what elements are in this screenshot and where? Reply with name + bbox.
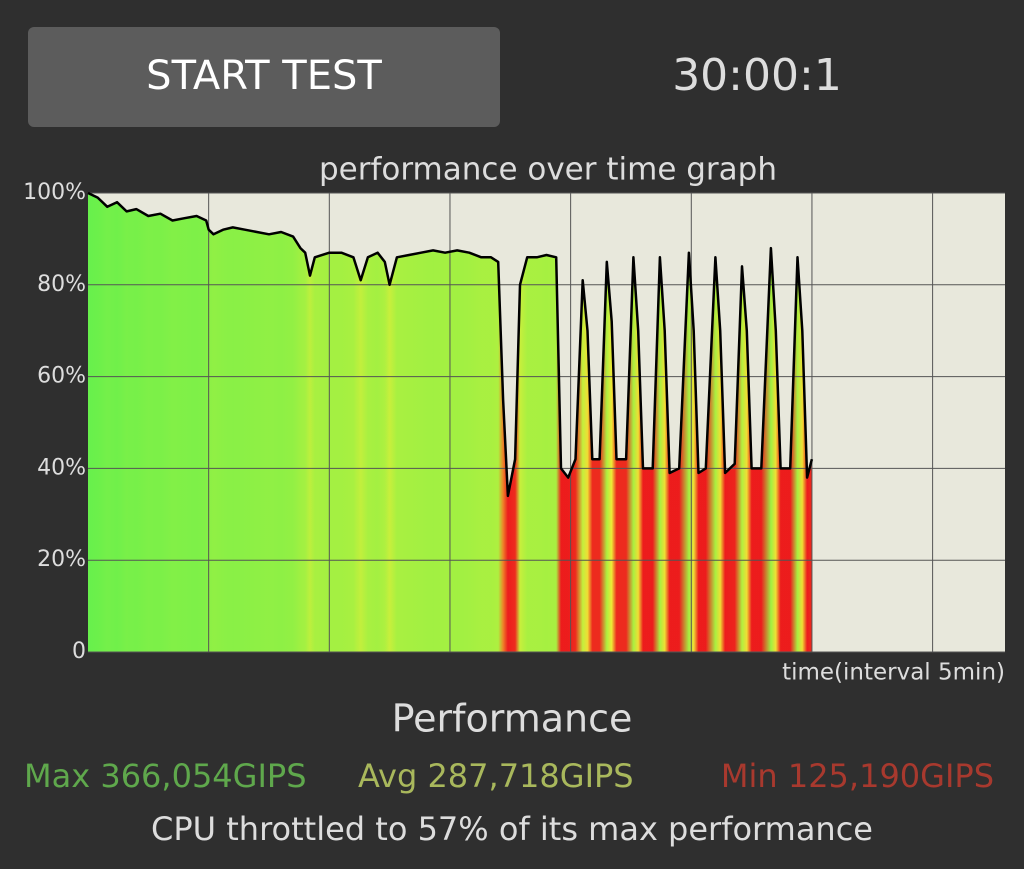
summary: CPU throttled to 57% of its max performa… [151, 810, 873, 848]
timer: 30:00:1 [672, 50, 842, 101]
performance-title: Performance [392, 697, 633, 741]
line [87, 191, 814, 498]
start-button[interactable] [28, 27, 500, 127]
y-tick-label: 20% [37, 547, 86, 572]
plot [87, 191, 1005, 653]
y-tick-label: 0 [72, 639, 86, 664]
avg-stat: Avg 287,718GIPS [358, 757, 634, 795]
x-axis-label: time(interval 5min) [782, 660, 1005, 686]
y-tick-label: 100% [23, 180, 86, 205]
y-tick-label: 60% [37, 364, 86, 389]
chart-title: performance over time graph [319, 152, 777, 188]
y-tick-label: 80% [37, 272, 86, 297]
y-tick-label: 40% [37, 455, 86, 480]
min-stat: Min 125,190GIPS [721, 757, 994, 795]
button-label[interactable]: START TEST [146, 53, 382, 99]
max-stat: Max 366,054GIPS [24, 757, 307, 795]
